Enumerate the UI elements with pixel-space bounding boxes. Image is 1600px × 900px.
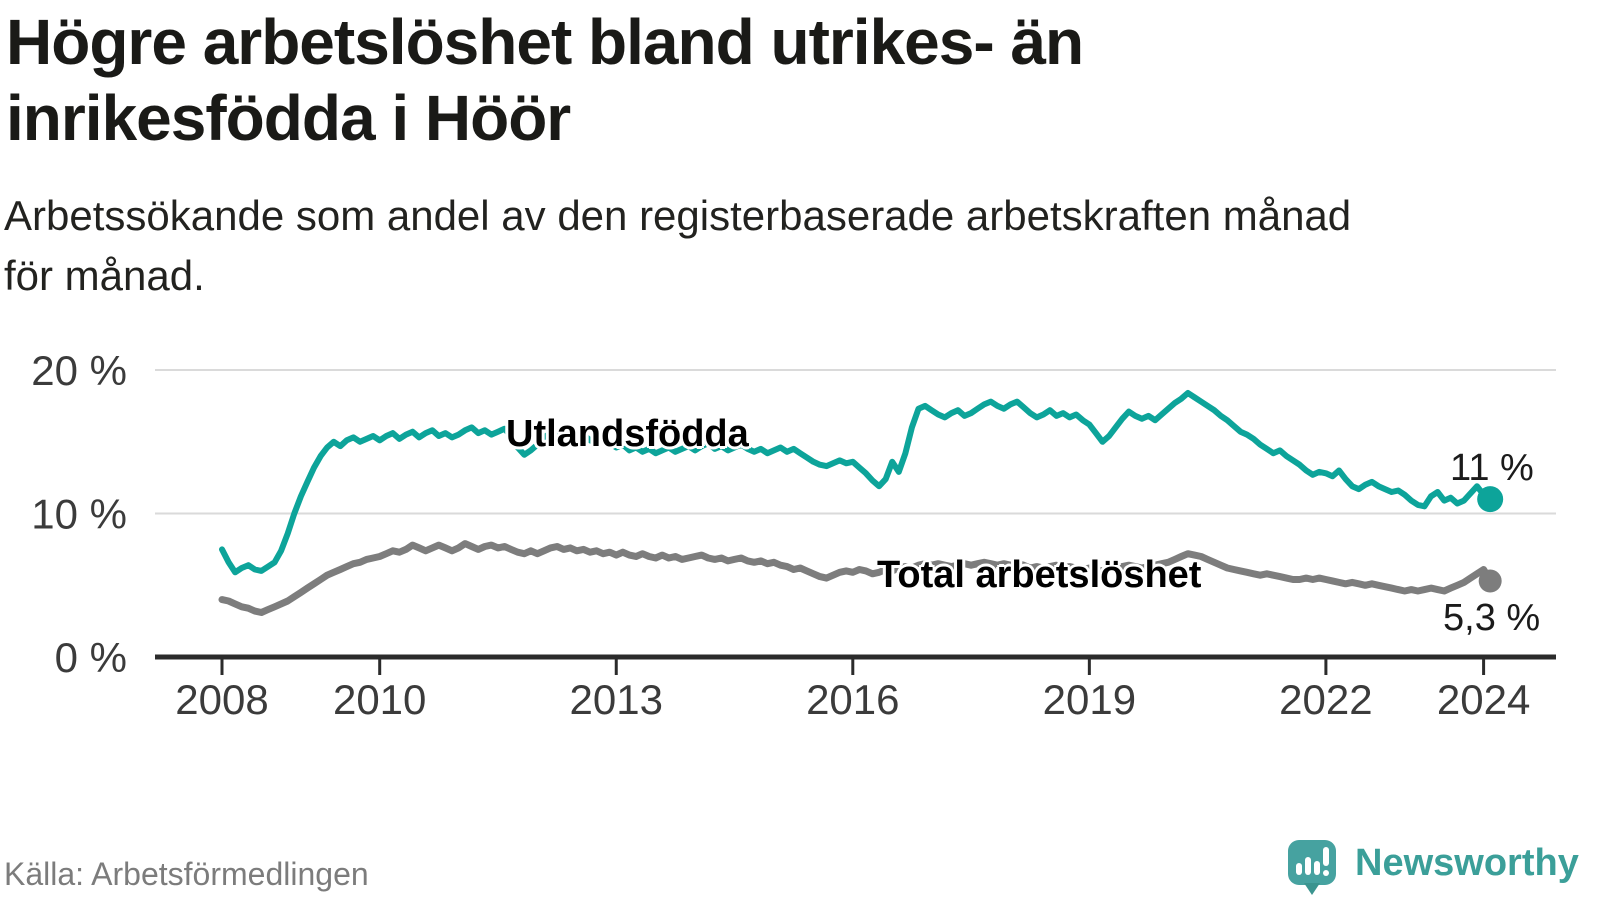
end-dot-total-arbetsloshet xyxy=(1478,569,1502,593)
exclamation-icon xyxy=(1323,847,1329,866)
end-dot-utlandsfodda xyxy=(1477,486,1504,513)
bar-chart-icon xyxy=(1296,863,1302,875)
newsworthy-speech-bubble-icon xyxy=(1288,840,1336,896)
y-axis-label: 0 % xyxy=(55,634,127,681)
x-axis-label: 2013 xyxy=(570,676,663,723)
x-axis-label: 2022 xyxy=(1279,676,1372,723)
y-axis-label: 20 % xyxy=(31,347,127,394)
x-axis-label: 2019 xyxy=(1043,676,1136,723)
x-axis-label: 2024 xyxy=(1437,676,1530,723)
x-axis-label: 2016 xyxy=(806,676,899,723)
subtitle-line-1: Arbetssökande som andel av den registerb… xyxy=(4,192,1352,239)
y-axis-label: 10 % xyxy=(31,491,127,538)
source-note: Källa: Arbetsförmedlingen xyxy=(4,856,369,892)
bubble-tail xyxy=(1304,883,1320,895)
series-label-utlandsfodda: Utlandsfödda xyxy=(506,413,749,455)
subtitle-line-2: för månad. xyxy=(4,252,205,299)
end-value-label-utlandsfodda: 11 % xyxy=(1450,447,1534,489)
line-utlandsfodda xyxy=(219,390,1494,576)
page-title: Högre arbetslöshet bland utrikes- än inr… xyxy=(6,4,1084,156)
title-line-1: Högre arbetslöshet bland utrikes- än xyxy=(6,6,1084,78)
chart-subtitle: Arbetssökande som andel av den registerb… xyxy=(4,186,1351,306)
x-axis-label: 2008 xyxy=(175,676,268,723)
title-line-2: inrikesfödda i Höör xyxy=(6,82,571,154)
newsworthy-logo: Newsworthy xyxy=(1288,840,1579,900)
end-value-label-total: 5,3 % xyxy=(1443,597,1541,639)
line-total-arbetsloshet xyxy=(218,540,1494,616)
x-axis-label: 2010 xyxy=(333,676,426,723)
series-label-total-arbetsloshet: Total arbetslöshet xyxy=(877,554,1202,596)
brand-wordmark: Newsworthy xyxy=(1355,842,1579,884)
